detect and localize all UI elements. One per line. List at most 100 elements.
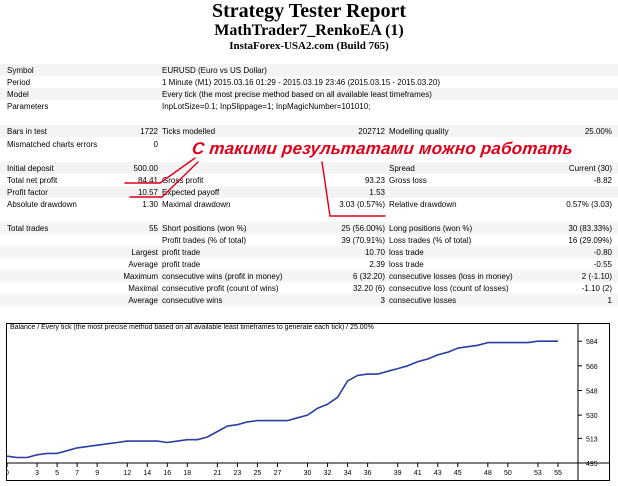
mismatch-value: 0	[153, 140, 158, 149]
pointer-net-profit	[159, 157, 196, 184]
mismatch-label: Mismatched charts errors	[7, 140, 98, 149]
profit-trades-label: Profit trades (% of total)	[162, 236, 247, 245]
average-profit-label: profit trade	[162, 260, 201, 269]
loss-trades-value: 16 (29.09%)	[568, 236, 612, 245]
x-tick-label-11: 25	[254, 470, 262, 477]
x-tick-label-20: 45	[454, 470, 462, 477]
long-positions-label: Long positions (won %)	[389, 224, 473, 233]
short-positions-label: Short positions (won %)	[162, 224, 247, 233]
average-label: Average	[128, 260, 158, 269]
short-positions-value: 25 (56.00%)	[341, 224, 385, 233]
balance-chart: 495 513 530 548 566 584 0 3 5 7 9 12 14 16 18 21 23 25 27 3…	[5, 323, 610, 481]
model-label: Model	[7, 90, 29, 99]
total-trades-label: Total trades	[7, 224, 49, 233]
x-tick-label-14: 32	[324, 470, 332, 477]
period-label: Period	[7, 78, 31, 87]
maximal-consecutive-profit-label: consecutive profit (count of wins)	[162, 284, 279, 293]
long-positions-value: 30 (83.33%)	[568, 224, 612, 233]
average-profit-value: 2.39	[369, 260, 385, 269]
x-tick-label-12: 27	[274, 470, 282, 477]
x-tick-label-21: 48	[484, 470, 492, 477]
params-value: InpLotSize=0.1; InpSlippage=1; InpMagicN…	[162, 102, 371, 111]
deposit-label: Initial deposit	[7, 164, 54, 173]
chart-title: Balance / Every tick (the most precise m…	[10, 324, 374, 331]
x-tick-label-4: 9	[95, 470, 99, 477]
loss-trades-label: Loss trades (% of total)	[389, 236, 472, 245]
maximal-consecutive-loss-label: consecutive loss (count of losses)	[389, 284, 509, 293]
y-tick-label-4: 566	[586, 364, 598, 371]
model-value: Every tick (the most precise method base…	[162, 90, 432, 99]
bars-value: 1722	[140, 127, 158, 136]
absolute-drawdown-value: 1.30	[142, 200, 158, 209]
params-label: Parameters	[7, 102, 49, 111]
total-trades-value: 55	[149, 224, 158, 233]
period-value: 1 Minute (M1) 2015.03.16 01:29 - 2015.03…	[162, 78, 440, 87]
x-tick-label-0: 0	[6, 470, 9, 477]
quality-label: Modelling quality	[389, 127, 449, 136]
spread-value: Current (30)	[568, 164, 612, 173]
x-tick-label-9: 21	[213, 470, 221, 477]
largest-profit-value: 10.70	[364, 248, 385, 257]
maximal-label: Maximal	[128, 284, 158, 293]
deposit-value: 500.00	[133, 164, 158, 173]
x-tick-label-7: 16	[163, 470, 171, 477]
expected-payoff-label: Expected payoff	[162, 188, 220, 197]
y-tick-label-1: 513	[586, 436, 598, 443]
x-tick-label-24: 55	[554, 470, 562, 477]
y-tick-label-3: 548	[586, 388, 598, 395]
largest-loss-value: -0.80	[593, 248, 612, 257]
expected-payoff-value: 1.53	[369, 188, 385, 197]
average-consecutive-label: Average	[128, 296, 158, 305]
report-subtitle: MathTrader7_RenkoEA (1)	[214, 22, 404, 39]
x-tick-label-19: 43	[434, 470, 442, 477]
relative-drawdown-label: Relative drawdown	[389, 200, 457, 209]
relative-drawdown-value: 0.57% (3.03)	[566, 200, 612, 209]
profit-factor-label: Profit factor	[7, 188, 48, 197]
x-tick-label-6: 14	[143, 470, 151, 477]
x-tick-label-5: 12	[123, 470, 131, 477]
ticks-label: Ticks modelled	[162, 127, 216, 136]
max-consecutive-losses-value: 2 (-1.10)	[581, 272, 612, 281]
net-profit-value: 84.41	[137, 176, 158, 185]
absolute-drawdown-label: Absolute drawdown	[7, 200, 77, 209]
x-tick-label-2: 5	[55, 470, 59, 477]
x-tick-label-22: 50	[504, 470, 512, 477]
x-tick-label-13: 30	[304, 470, 312, 477]
bars-label: Bars in test	[7, 127, 48, 136]
avg-consecutive-wins-label: consecutive wins	[162, 296, 223, 305]
x-tick-label-23: 53	[534, 470, 542, 477]
largest-label: Largest	[131, 248, 158, 257]
quality-value: 25.00%	[584, 127, 612, 136]
x-tick-label-15: 34	[344, 470, 352, 477]
x-tick-label-3: 7	[75, 470, 79, 477]
spread-label: Spread	[389, 164, 415, 173]
maximum-label: Maximum	[123, 272, 158, 281]
ticks-value: 202712	[358, 127, 385, 136]
gross-loss-value: -8.82	[593, 176, 612, 185]
gross-profit-value: 93.23	[364, 176, 385, 185]
x-tick-label-10: 23	[234, 470, 242, 477]
report-title: Strategy Tester Report	[211, 0, 407, 22]
x-tick-label-18: 41	[414, 470, 422, 477]
chart-frame	[6, 323, 610, 481]
max-consecutive-wins-value: 6 (32.20)	[352, 272, 385, 281]
average-loss-value: -0.55	[593, 260, 612, 269]
report-table: Symbol EURUSD (Euro vs US Dollar) Period…	[0, 63, 618, 321]
largest-profit-label: profit trade	[162, 248, 201, 257]
largest-loss-label: loss trade	[389, 248, 424, 257]
balance-chart-svg: 495 513 530 548 566 584 0 3 5 7 9 12 14 16 18 21 23 25 27 3…	[5, 323, 610, 481]
net-profit-label: Total net profit	[7, 176, 58, 185]
avg-consecutive-losses-value: 1	[607, 296, 612, 305]
average-loss-label: loss trade	[389, 260, 424, 269]
pointer-profit-factor	[161, 161, 199, 198]
x-tick-label-1: 3	[35, 470, 39, 477]
max-consecutive-wins-label: consecutive wins (profit in money)	[162, 272, 283, 281]
y-tick-label-5: 584	[586, 339, 598, 346]
annotation-text: С такими результатами можно работать	[191, 139, 575, 158]
gross-loss-label: Gross loss	[389, 176, 427, 185]
profit-factor-value: 10.57	[137, 188, 158, 197]
y-tick-label-2: 530	[586, 413, 598, 420]
gross-profit-label: Gross profit	[162, 176, 204, 185]
profit-trades-value: 39 (70.91%)	[341, 236, 385, 245]
